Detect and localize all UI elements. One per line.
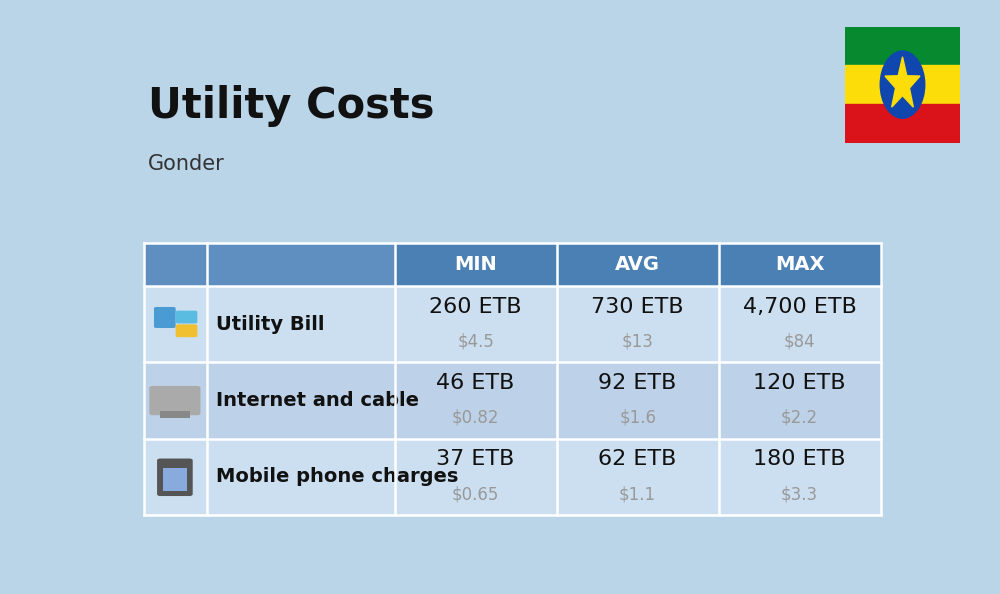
Text: 180 ETB: 180 ETB [753, 450, 846, 469]
Bar [845, 104, 960, 143]
FancyBboxPatch shape [176, 324, 197, 337]
FancyBboxPatch shape [163, 467, 187, 491]
Text: 4,700 ETB: 4,700 ETB [743, 297, 857, 317]
FancyBboxPatch shape [207, 286, 395, 362]
Text: $84: $84 [784, 333, 815, 350]
Text: $3.3: $3.3 [781, 485, 818, 503]
FancyBboxPatch shape [207, 439, 395, 515]
FancyBboxPatch shape [144, 439, 207, 515]
Text: $1.1: $1.1 [619, 485, 656, 503]
FancyBboxPatch shape [207, 362, 395, 439]
Text: $4.5: $4.5 [457, 333, 494, 350]
Text: 92 ETB: 92 ETB [598, 373, 677, 393]
FancyBboxPatch shape [144, 286, 207, 362]
FancyBboxPatch shape [719, 362, 881, 439]
Text: Utility Bill: Utility Bill [216, 315, 325, 334]
FancyBboxPatch shape [160, 411, 190, 418]
FancyBboxPatch shape [395, 286, 557, 362]
Text: $0.82: $0.82 [452, 409, 499, 427]
Text: Gonder: Gonder [148, 154, 225, 173]
Polygon shape [885, 57, 920, 107]
FancyBboxPatch shape [176, 311, 197, 324]
Bar [845, 65, 960, 104]
Text: 120 ETB: 120 ETB [753, 373, 846, 393]
Text: 260 ETB: 260 ETB [429, 297, 522, 317]
FancyBboxPatch shape [719, 243, 881, 286]
FancyBboxPatch shape [144, 243, 207, 286]
Text: 46 ETB: 46 ETB [436, 373, 515, 393]
Text: AVG: AVG [615, 255, 660, 274]
FancyBboxPatch shape [719, 286, 881, 362]
FancyBboxPatch shape [557, 286, 719, 362]
FancyBboxPatch shape [149, 386, 200, 415]
Text: 37 ETB: 37 ETB [436, 450, 515, 469]
Text: $0.65: $0.65 [452, 485, 499, 503]
Circle shape [880, 51, 925, 118]
Text: $1.6: $1.6 [619, 409, 656, 427]
FancyBboxPatch shape [157, 459, 193, 496]
FancyBboxPatch shape [557, 243, 719, 286]
Text: MAX: MAX [775, 255, 824, 274]
Text: MIN: MIN [454, 255, 497, 274]
Text: $13: $13 [622, 333, 654, 350]
FancyBboxPatch shape [144, 362, 207, 439]
FancyBboxPatch shape [395, 362, 557, 439]
FancyBboxPatch shape [719, 439, 881, 515]
Text: Mobile phone charges: Mobile phone charges [216, 467, 459, 486]
FancyBboxPatch shape [154, 307, 176, 328]
FancyBboxPatch shape [557, 362, 719, 439]
FancyBboxPatch shape [395, 243, 557, 286]
Text: Internet and cable: Internet and cable [216, 391, 419, 410]
FancyBboxPatch shape [395, 439, 557, 515]
FancyBboxPatch shape [207, 243, 395, 286]
Text: 62 ETB: 62 ETB [598, 450, 677, 469]
Text: 730 ETB: 730 ETB [591, 297, 684, 317]
Bar [845, 27, 960, 65]
FancyBboxPatch shape [557, 439, 719, 515]
Text: Utility Costs: Utility Costs [148, 85, 435, 127]
Text: $2.2: $2.2 [781, 409, 818, 427]
